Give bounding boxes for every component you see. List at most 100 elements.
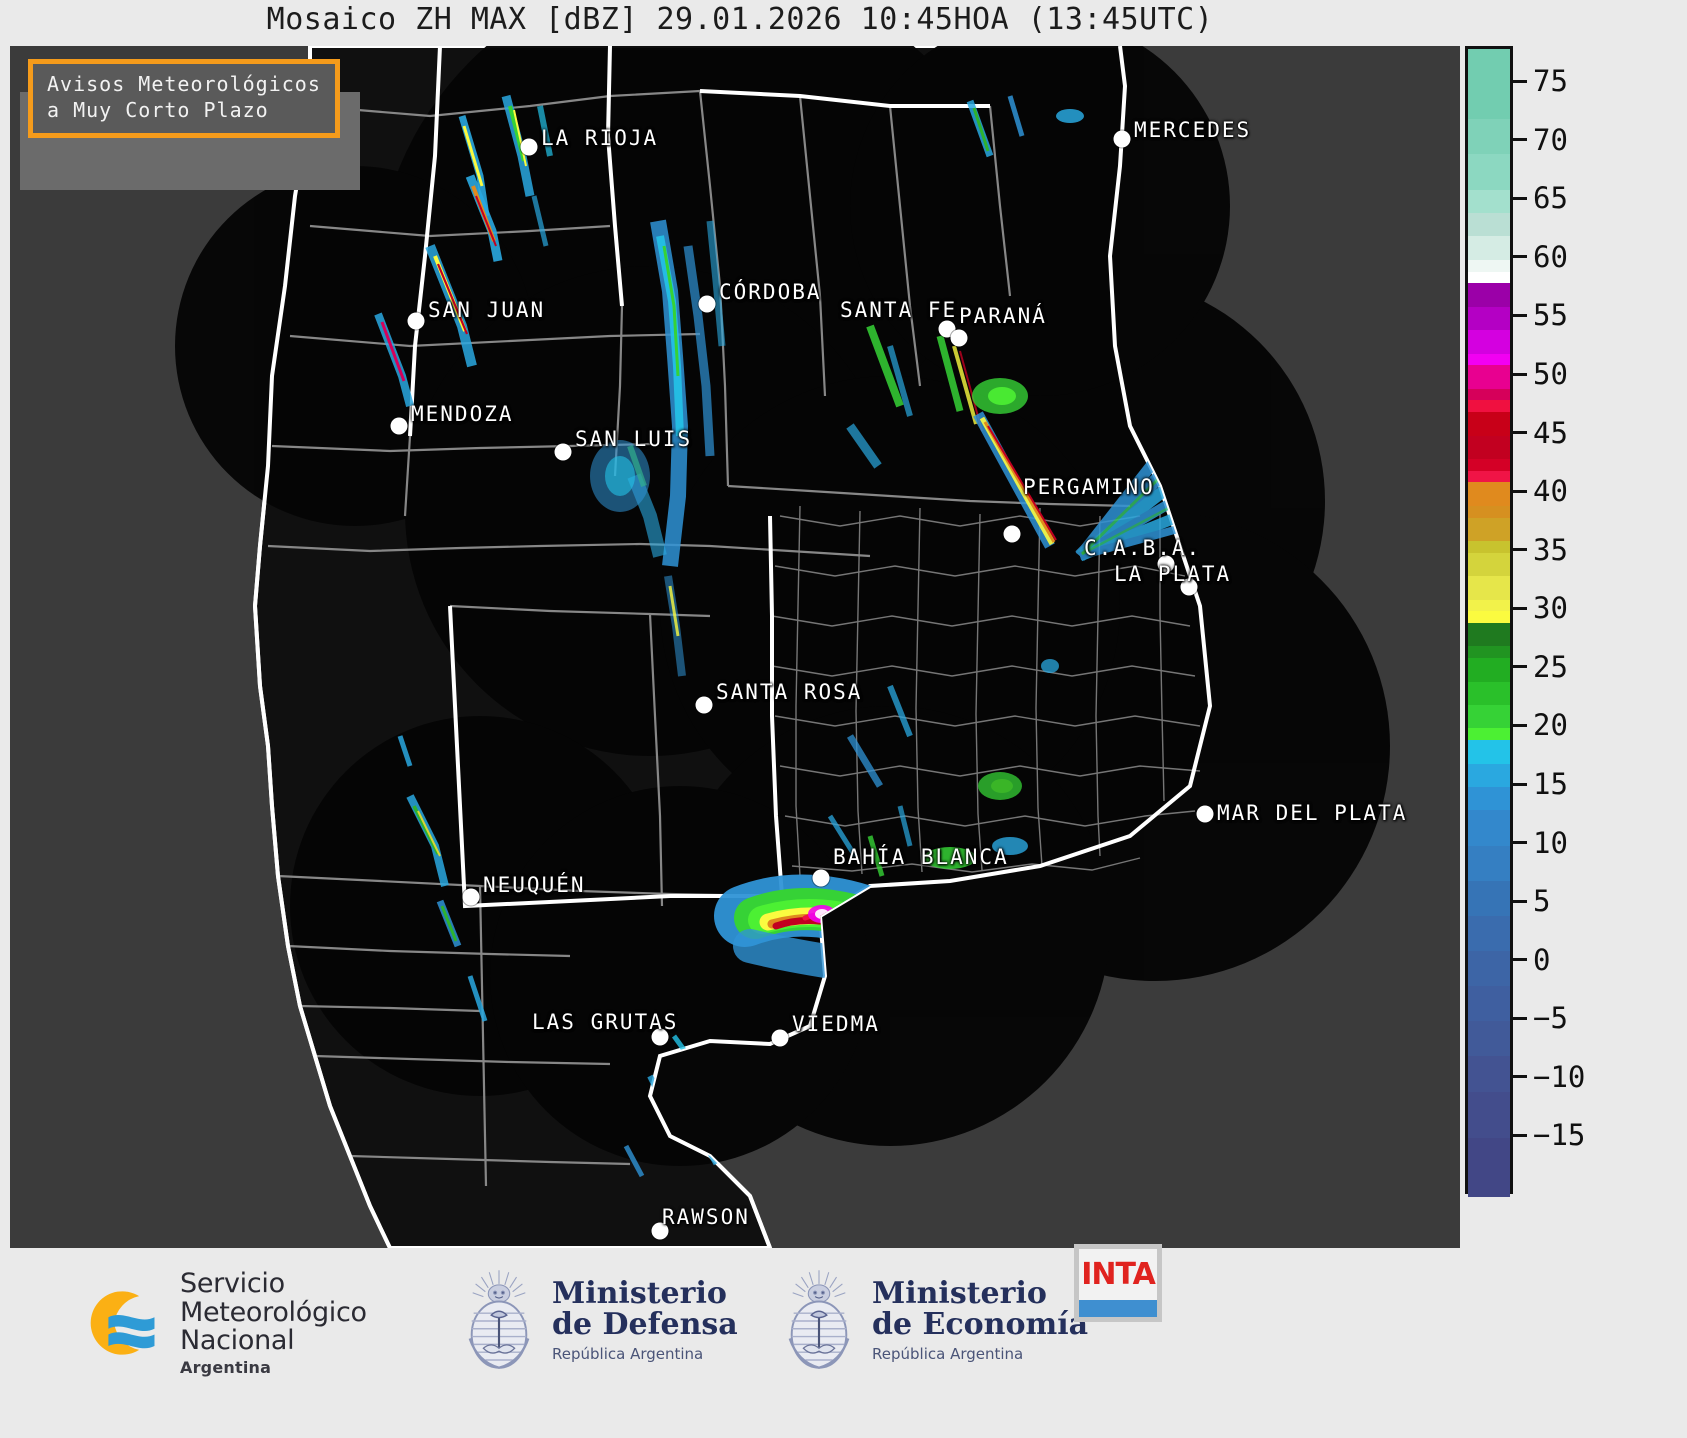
tick-dash <box>1513 372 1527 376</box>
tick-dash <box>1513 665 1527 669</box>
colorbar-segment <box>1468 1091 1510 1139</box>
warning-line-1: Avisos Meteorológicos <box>47 72 321 96</box>
colorbar-segment <box>1468 880 1510 916</box>
city-dot <box>651 1028 669 1046</box>
colorbar-tick: −5 <box>1513 1001 1568 1035</box>
smn-line-1: Servicio <box>180 1268 285 1299</box>
city-dot <box>771 1029 789 1047</box>
colorbar-segment <box>1468 306 1510 331</box>
colorbar-tick: 60 <box>1513 240 1568 274</box>
colorbar-segment <box>1468 505 1510 518</box>
tick-dash <box>1513 958 1527 962</box>
city-label: RAWSON <box>662 1205 750 1229</box>
tick-dash <box>1513 899 1527 903</box>
tick-label: 65 <box>1533 181 1568 216</box>
colorbar-segment <box>1468 646 1510 659</box>
city-label: MAR DEL PLATA <box>1217 801 1408 825</box>
colorbar-segment <box>1468 986 1510 1022</box>
colorbar-segment <box>1468 552 1510 577</box>
tick-label: 75 <box>1533 64 1568 99</box>
colorbar-segment <box>1468 1021 1510 1057</box>
colorbar-gradient <box>1465 46 1513 1197</box>
city-label: CÓRDOBA <box>719 280 822 304</box>
city-dot <box>462 888 480 906</box>
colorbar-tick: 55 <box>1513 298 1568 332</box>
colorbar-tick: 10 <box>1513 826 1568 860</box>
city-label: SANTA FE <box>840 298 958 322</box>
colorbar-tick: 30 <box>1513 591 1568 625</box>
smn-mark-icon <box>90 1291 155 1356</box>
colorbar-tick: 5 <box>1513 884 1550 918</box>
footer-logos: Servicio Meteorológico Nacional Argentin… <box>0 1248 1687 1438</box>
economia-sub: República Argentina <box>872 1344 1024 1363</box>
smn-sub: Argentina <box>180 1357 272 1377</box>
colorbar-segment <box>1468 330 1510 354</box>
colorbar-segment <box>1468 681 1510 705</box>
colorbar-segment <box>1468 271 1510 284</box>
tick-dash <box>1513 841 1527 845</box>
tick-label: 25 <box>1533 649 1568 684</box>
colorbar-segment <box>1468 517 1510 541</box>
radar-map[interactable]: LA RIOJA MERCEDES SAN JUAN CÓRDOBA SANTA FE P… <box>10 46 1460 1248</box>
colorbar-segment <box>1468 810 1510 846</box>
colorbar-segment <box>1468 283 1510 307</box>
colorbar-segment <box>1468 459 1510 471</box>
colorbar-segment <box>1468 787 1510 811</box>
colorbar <box>1465 46 1515 1197</box>
tick-dash <box>1513 196 1527 200</box>
tick-label: 45 <box>1533 415 1568 450</box>
colorbar-segment <box>1468 845 1510 881</box>
colorbar-segment <box>1468 435 1510 459</box>
colorbar-segment <box>1468 365 1510 389</box>
colorbar-segment <box>1468 763 1510 787</box>
defensa-line-1: Ministerio <box>552 1275 727 1311</box>
warning-box[interactable]: Avisos Meteorológicos a Muy Corto Plazo <box>28 59 340 138</box>
colorbar-segment <box>1468 470 1510 483</box>
smn-line-2: Meteorológico <box>180 1296 367 1328</box>
tick-label: 70 <box>1533 122 1568 157</box>
colorbar-segment <box>1468 353 1510 366</box>
colorbar-segment <box>1468 412 1510 436</box>
tick-label: 60 <box>1533 239 1568 274</box>
colorbar-tick: 70 <box>1513 123 1568 157</box>
tick-label: 35 <box>1533 532 1568 567</box>
city-dot <box>695 696 713 714</box>
city-label: PARANÁ <box>959 304 1047 328</box>
smn-line-3: Nacional <box>180 1325 295 1357</box>
argentina-coat-of-arms-icon <box>788 1270 850 1369</box>
city-label: SAN LUIS <box>575 427 693 451</box>
colorbar-tick: 25 <box>1513 650 1568 684</box>
city-dot <box>1180 578 1198 596</box>
colorbar-tick: −10 <box>1513 1060 1585 1094</box>
tick-dash <box>1513 138 1527 142</box>
colorbar-tick: 0 <box>1513 943 1550 977</box>
city-dot <box>950 329 968 347</box>
city-label: VIEDMA <box>792 1012 880 1036</box>
tick-dash <box>1513 1075 1527 1079</box>
colorbar-segment <box>1468 400 1510 413</box>
inta-blue-bar <box>1079 1300 1157 1317</box>
argentina-coat-of-arms-icon <box>468 1270 530 1369</box>
tick-dash <box>1513 1016 1527 1020</box>
city-label: MERCEDES <box>1134 118 1252 142</box>
city-dot <box>390 417 408 435</box>
tick-dash <box>1513 1133 1527 1137</box>
tick-label: 50 <box>1533 357 1568 391</box>
colorbar-segment <box>1468 189 1510 213</box>
tick-dash <box>1513 79 1527 83</box>
colorbar-tick: 15 <box>1513 767 1568 801</box>
city-label: C.A.B.A. <box>1084 536 1202 560</box>
logo-ministerio-defensa: Ministerio de Defensa República Argentin… <box>460 1266 738 1374</box>
city-dot <box>1113 130 1131 148</box>
city-dot <box>698 295 716 313</box>
city-dot <box>1196 805 1214 823</box>
colorbar-segment <box>1468 623 1510 647</box>
city-label: NEUQUÉN <box>483 873 586 897</box>
tick-label: 15 <box>1533 767 1568 801</box>
colorbar-tick: 65 <box>1513 181 1568 215</box>
tick-label: 10 <box>1533 825 1568 860</box>
tick-label: 30 <box>1533 591 1568 626</box>
colorbar-segment <box>1468 728 1510 741</box>
city-dot <box>812 869 830 887</box>
city-label: MENDOZA <box>411 402 514 426</box>
